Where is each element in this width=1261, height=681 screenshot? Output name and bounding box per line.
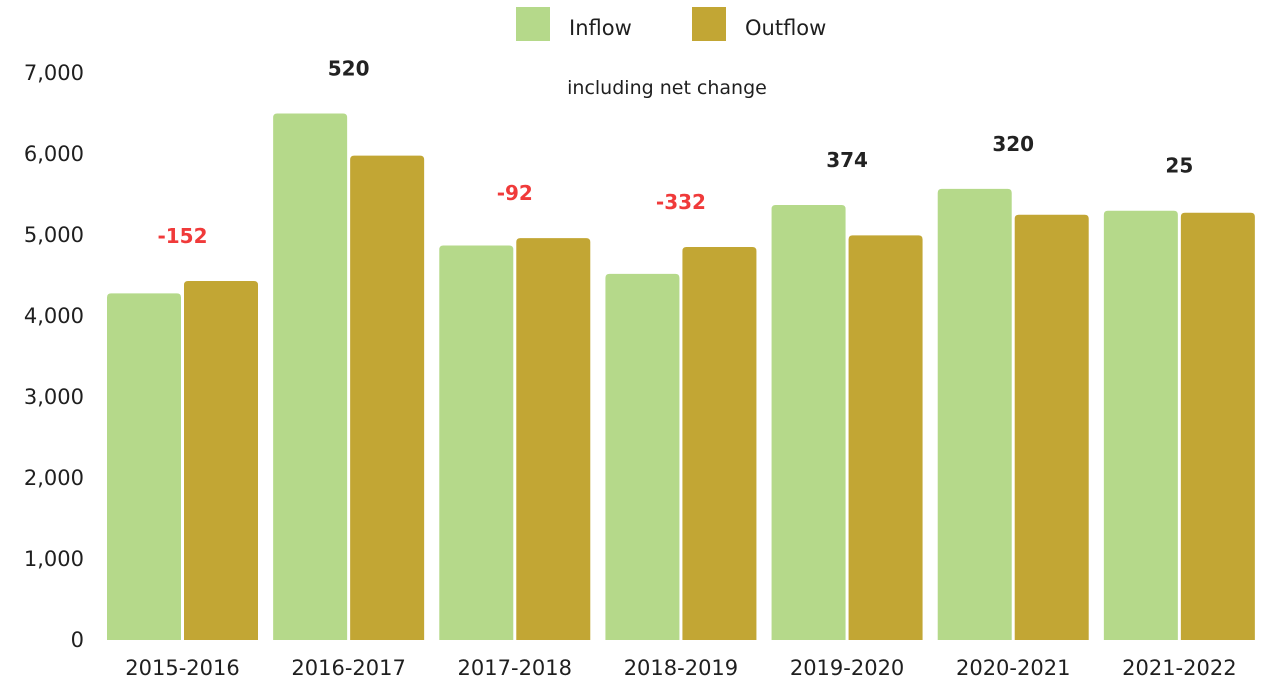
net-change-label: 320 xyxy=(992,132,1034,156)
net-change-label: 25 xyxy=(1165,154,1193,178)
net-change-label: -152 xyxy=(157,224,207,248)
bars xyxy=(107,113,1255,640)
x-tick-label: 2015-2016 xyxy=(125,656,239,680)
bar-inflow-2017-2018 xyxy=(439,245,514,640)
bar-outflow-2021-2022 xyxy=(1180,212,1255,640)
x-tick-label: 2016-2017 xyxy=(291,656,405,680)
legend-label-outflow: Outflow xyxy=(745,16,826,40)
bar-inflow-2019-2020 xyxy=(771,205,846,640)
bar-inflow-2020-2021 xyxy=(937,188,1012,640)
bar-inflow-2021-2022 xyxy=(1103,210,1178,640)
net-change-label: 374 xyxy=(826,148,868,172)
bar-inflow-2015-2016 xyxy=(107,293,181,640)
x-axis: 2015-2016 2016-2017 2017-2018 2018-2019 2019… xyxy=(125,656,1236,680)
x-tick-label: 2018-2019 xyxy=(624,656,738,680)
bar-inflow-2016-2017 xyxy=(273,113,348,640)
x-tick-label: 2020-2021 xyxy=(956,656,1070,680)
legend: Inflow Outflow xyxy=(516,7,826,41)
bar-outflow-2015-2016 xyxy=(184,281,258,640)
legend-swatch-outflow xyxy=(692,7,726,41)
net-change-label: -332 xyxy=(656,190,706,214)
x-tick-label: 2019-2020 xyxy=(790,656,904,680)
y-tick-label: 1,000 xyxy=(24,547,84,571)
y-tick-label: 2,000 xyxy=(24,466,84,490)
y-tick-label: 5,000 xyxy=(24,223,84,247)
net-change-label: 520 xyxy=(328,57,370,81)
net-change-labels: -152 520 -92 -332 374 320 25 xyxy=(157,57,1193,249)
legend-swatch-inflow xyxy=(516,7,550,41)
x-tick-label: 2021-2022 xyxy=(1122,656,1236,680)
y-tick-label: 3,000 xyxy=(24,385,84,409)
legend-label-inflow: Inflow xyxy=(569,16,632,40)
y-tick-label: 6,000 xyxy=(24,142,84,166)
bar-outflow-2016-2017 xyxy=(350,155,425,640)
bar-inflow-2018-2019 xyxy=(605,273,680,640)
chart-subtitle: including net change xyxy=(567,77,767,99)
net-change-label: -92 xyxy=(497,181,533,205)
y-tick-label: 0 xyxy=(71,628,84,652)
y-axis: 0 1,000 2,000 3,000 4,000 5,000 6,000 7,000 xyxy=(24,61,84,652)
bar-outflow-2018-2019 xyxy=(682,246,757,640)
y-tick-label: 4,000 xyxy=(24,304,84,328)
bar-outflow-2019-2020 xyxy=(848,235,923,640)
bar-outflow-2017-2018 xyxy=(516,238,591,640)
y-tick-label: 7,000 xyxy=(24,61,84,85)
x-tick-label: 2017-2018 xyxy=(458,656,572,680)
bar-outflow-2020-2021 xyxy=(1014,214,1089,640)
